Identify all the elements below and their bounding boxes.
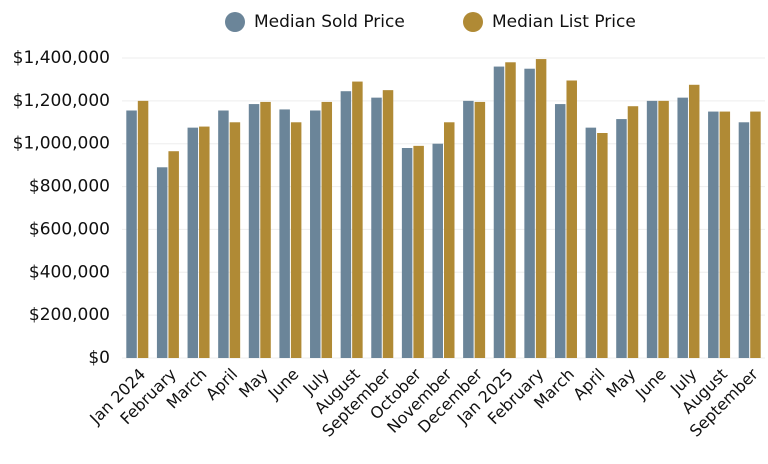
bar xyxy=(168,151,179,358)
bar xyxy=(688,84,700,359)
bar xyxy=(677,97,688,359)
bar xyxy=(187,127,199,359)
y-tick-label: $400,000 xyxy=(29,262,110,282)
bar xyxy=(566,80,577,358)
y-tick-label: $600,000 xyxy=(29,219,110,239)
y-tick-label: $0 xyxy=(88,348,110,368)
x-tick-label: April xyxy=(569,365,608,404)
bar xyxy=(535,59,547,358)
bar xyxy=(279,109,290,358)
bar xyxy=(493,66,505,359)
bar xyxy=(585,127,597,359)
legend-marker xyxy=(463,12,483,32)
bar xyxy=(310,110,321,358)
bar xyxy=(708,111,719,358)
bar xyxy=(616,119,627,358)
x-tick-label: May xyxy=(602,365,639,402)
bar xyxy=(505,62,516,359)
legend-label: Median List Price xyxy=(492,12,636,32)
bar xyxy=(413,145,424,358)
bar xyxy=(199,126,210,358)
bar xyxy=(248,104,260,358)
x-tick-label: June xyxy=(264,365,303,404)
bar xyxy=(382,90,394,359)
bar xyxy=(229,122,241,359)
bar xyxy=(126,110,137,358)
bar xyxy=(371,97,382,359)
bar xyxy=(738,122,750,359)
bar xyxy=(719,111,731,358)
bar xyxy=(597,133,608,358)
legend-marker xyxy=(225,12,245,32)
y-tick-label: $800,000 xyxy=(29,177,110,197)
x-tick-label: June xyxy=(631,365,670,404)
bar xyxy=(627,106,639,358)
y-tick-label: $200,000 xyxy=(29,305,110,325)
bar xyxy=(156,167,168,358)
bar xyxy=(218,110,229,358)
bar xyxy=(352,81,363,359)
y-tick-label: $1,200,000 xyxy=(13,91,110,111)
bar xyxy=(432,143,443,358)
y-tick-label: $1,000,000 xyxy=(13,134,110,154)
bar xyxy=(340,91,352,358)
bar xyxy=(290,122,302,359)
bar xyxy=(463,100,474,358)
x-tick-label: April xyxy=(202,365,241,404)
bar xyxy=(524,68,535,358)
bar xyxy=(646,100,658,358)
bar xyxy=(474,101,486,358)
bar xyxy=(401,148,413,358)
bar xyxy=(750,111,761,358)
y-tick-label: $1,400,000 xyxy=(13,48,110,68)
bar xyxy=(260,101,271,358)
bar xyxy=(658,100,669,358)
bar xyxy=(554,104,566,358)
legend-label: Median Sold Price xyxy=(254,12,405,32)
bar xyxy=(444,122,455,359)
x-tick-label: May xyxy=(235,365,272,402)
bar xyxy=(321,101,333,358)
bar xyxy=(137,100,149,358)
